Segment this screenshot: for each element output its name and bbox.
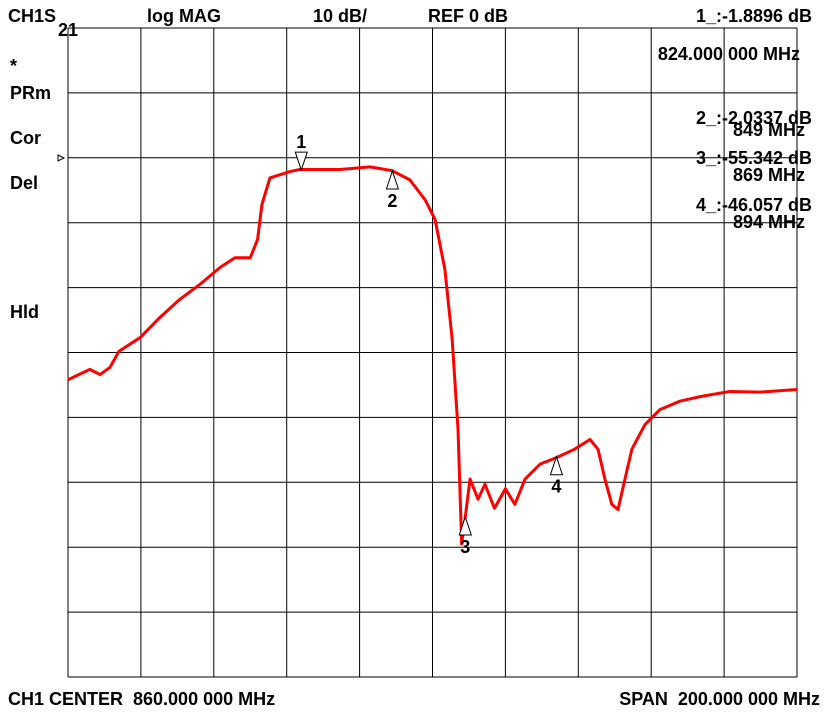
reference-indicator bbox=[57, 154, 66, 162]
marker-frequency: 849 MHz bbox=[733, 120, 805, 140]
marker-label: 1 bbox=[296, 132, 306, 152]
channel: CH1 bbox=[8, 6, 44, 26]
marker-readout: 2_:-2.0337 dB bbox=[696, 108, 812, 128]
marker-label: 3 bbox=[460, 537, 470, 557]
annotation: Del bbox=[10, 173, 38, 193]
marker-readout: 1_:-1.8896 dB bbox=[696, 6, 812, 26]
center-frequency: CH1 CENTER 860.000 000 MHz bbox=[8, 689, 275, 709]
marker-label: 2 bbox=[387, 191, 397, 211]
marker-readout: 4_:-46.057 dB bbox=[696, 195, 812, 215]
parameter: S bbox=[44, 6, 56, 26]
annotation: Cor bbox=[10, 128, 41, 148]
format: log MAG bbox=[147, 6, 221, 26]
annotation: Hld bbox=[10, 302, 39, 322]
marker bbox=[458, 515, 472, 536]
span: SPAN 200.000 000 MHz bbox=[619, 689, 820, 709]
annotation: PRm bbox=[10, 83, 51, 103]
marker bbox=[549, 455, 564, 476]
trace bbox=[67, 165, 798, 546]
marker-frequency: 894 MHz bbox=[733, 212, 805, 232]
marker-frequency: 824.000 000 MHz bbox=[658, 44, 800, 64]
marker bbox=[294, 151, 308, 172]
reference: REF 0 dB bbox=[428, 6, 508, 26]
marker bbox=[385, 169, 400, 190]
scale: 10 dB/ bbox=[313, 6, 367, 26]
annotation: * bbox=[10, 56, 17, 76]
marker-frequency: 869 MHz bbox=[733, 165, 805, 185]
marker-label: 4 bbox=[551, 477, 561, 497]
